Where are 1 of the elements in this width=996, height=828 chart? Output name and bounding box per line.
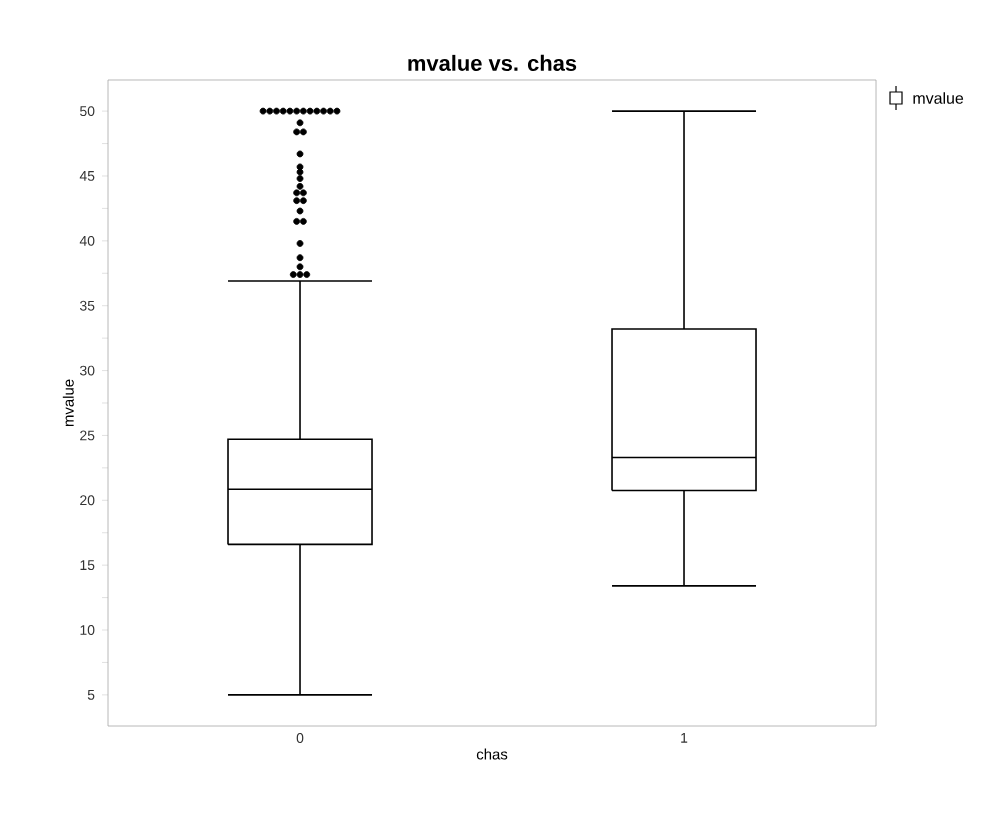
- chart-title: mvalue vs. chas: [408, 54, 577, 71]
